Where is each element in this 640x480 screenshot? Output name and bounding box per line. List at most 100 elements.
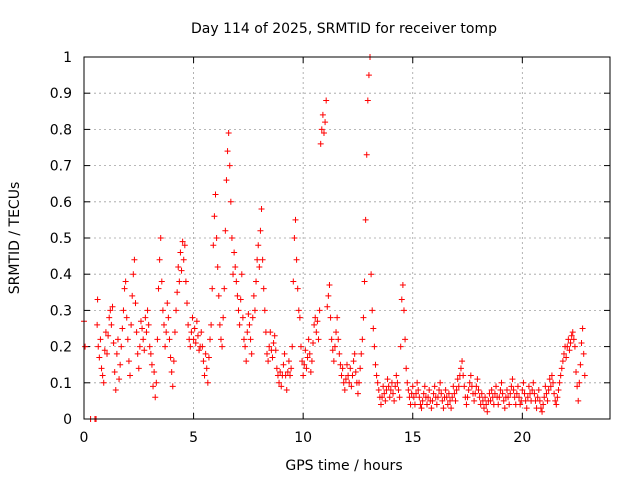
data-point bbox=[434, 394, 441, 401]
data-point bbox=[371, 343, 378, 350]
data-point bbox=[270, 339, 277, 346]
y-tick-label: 0.8 bbox=[50, 122, 72, 138]
data-point bbox=[159, 307, 166, 314]
data-point bbox=[415, 387, 422, 394]
data-point bbox=[319, 111, 326, 118]
data-point bbox=[543, 390, 550, 397]
data-point bbox=[162, 343, 169, 350]
data-point bbox=[403, 365, 410, 372]
data-point bbox=[244, 329, 251, 336]
x-tick-label: 20 bbox=[513, 430, 531, 446]
data-point bbox=[570, 336, 577, 343]
data-point bbox=[156, 256, 163, 263]
data-point bbox=[409, 383, 416, 390]
data-point bbox=[283, 387, 290, 394]
data-point bbox=[344, 361, 350, 368]
data-point bbox=[466, 379, 473, 386]
data-point bbox=[318, 126, 325, 133]
data-point bbox=[508, 383, 515, 390]
data-point bbox=[465, 387, 472, 394]
data-point bbox=[480, 405, 487, 412]
data-point bbox=[168, 368, 175, 375]
data-point bbox=[447, 397, 454, 404]
data-point bbox=[477, 401, 484, 408]
data-point bbox=[544, 397, 551, 404]
data-point bbox=[174, 289, 181, 296]
data-point bbox=[478, 390, 485, 397]
data-point bbox=[315, 336, 322, 343]
data-point bbox=[509, 376, 516, 383]
data-point bbox=[360, 314, 367, 321]
data-point bbox=[350, 358, 357, 365]
data-point bbox=[276, 379, 283, 386]
data-point bbox=[558, 365, 565, 372]
data-point bbox=[524, 394, 531, 401]
data-point bbox=[550, 379, 557, 386]
data-point bbox=[402, 336, 409, 343]
data-point bbox=[334, 314, 341, 321]
x-axis-label: GPS time / hours bbox=[285, 458, 402, 474]
data-point bbox=[240, 336, 247, 343]
data-point bbox=[108, 321, 115, 328]
data-point bbox=[296, 314, 303, 321]
data-point bbox=[178, 267, 185, 274]
data-point bbox=[182, 278, 189, 285]
tick-labels: 00.10.20.30.40.50.60.70.80.910 5 10 15 20 bbox=[50, 50, 532, 446]
data-point bbox=[142, 314, 149, 321]
data-point bbox=[449, 394, 456, 401]
data-point bbox=[392, 383, 399, 390]
data-point bbox=[471, 397, 478, 404]
data-point bbox=[443, 394, 450, 401]
data-point bbox=[525, 383, 532, 390]
data-point bbox=[517, 401, 524, 408]
data-point bbox=[372, 361, 379, 368]
data-point bbox=[450, 383, 457, 390]
data-point bbox=[287, 372, 294, 379]
data-point bbox=[459, 358, 466, 365]
data-point bbox=[95, 343, 102, 350]
data-point bbox=[522, 397, 529, 404]
data-point bbox=[111, 368, 118, 375]
data-point bbox=[381, 390, 388, 397]
data-point bbox=[223, 177, 230, 184]
data-point bbox=[482, 394, 489, 401]
data-point bbox=[169, 383, 176, 390]
data-point bbox=[563, 354, 570, 361]
data-point bbox=[119, 325, 126, 332]
data-point bbox=[225, 130, 232, 137]
data-point bbox=[352, 368, 359, 375]
data-point bbox=[192, 339, 199, 346]
data-point bbox=[330, 358, 337, 365]
data-point bbox=[388, 379, 395, 386]
data-point bbox=[374, 379, 381, 386]
data-point bbox=[488, 387, 495, 394]
data-point bbox=[398, 296, 405, 303]
data-point bbox=[227, 198, 234, 205]
data-point bbox=[290, 278, 297, 285]
data-point bbox=[497, 387, 504, 394]
data-point bbox=[299, 358, 306, 365]
data-point bbox=[348, 383, 355, 390]
data-point bbox=[140, 336, 147, 343]
data-point bbox=[209, 285, 216, 292]
data-point bbox=[224, 148, 231, 155]
data-point bbox=[294, 285, 301, 292]
data-point bbox=[269, 354, 276, 361]
data-points bbox=[81, 54, 588, 422]
data-point bbox=[272, 347, 279, 354]
y-tick-label: 0.6 bbox=[50, 195, 72, 211]
data-point bbox=[346, 379, 353, 386]
data-point bbox=[264, 350, 271, 357]
data-point bbox=[147, 350, 154, 357]
data-point bbox=[176, 278, 183, 285]
data-point bbox=[370, 325, 377, 332]
data-point bbox=[205, 354, 212, 361]
data-point bbox=[552, 397, 559, 404]
data-point bbox=[154, 336, 161, 343]
data-point bbox=[137, 318, 144, 325]
data-point bbox=[177, 249, 184, 256]
data-point bbox=[121, 285, 128, 292]
data-point bbox=[228, 235, 235, 241]
chart-title: Day 114 of 2025, SRMTID for receiver tom… bbox=[191, 21, 497, 37]
data-point bbox=[444, 401, 451, 408]
